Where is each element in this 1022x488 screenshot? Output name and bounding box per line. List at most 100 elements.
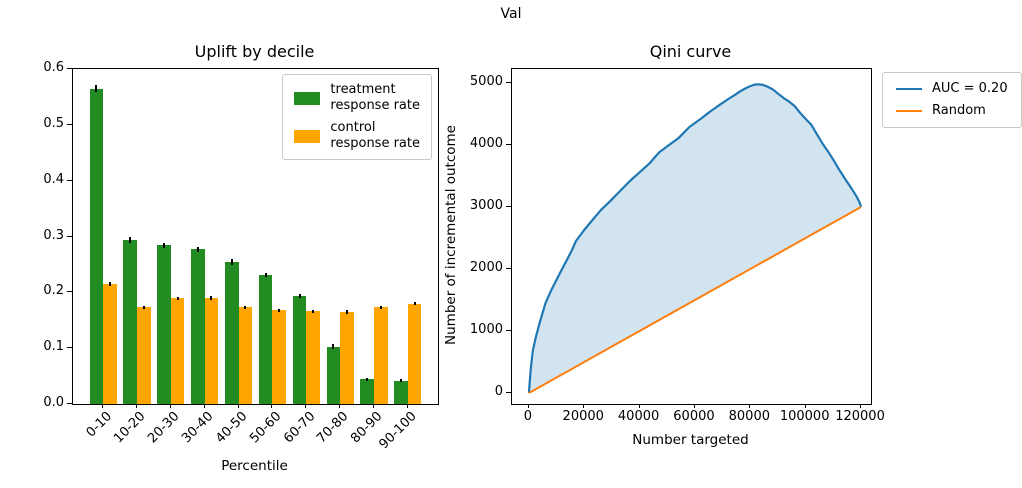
errorbar-control-50-60 [278, 308, 281, 312]
x-tick-label: 20000 [562, 409, 604, 424]
y-tick-label: 0.1 [43, 339, 64, 355]
x-tick-mark [527, 404, 529, 408]
y-tick-mark [67, 347, 72, 349]
errorbar-control-20-30 [176, 296, 179, 301]
uplift-xlabel: Percentile [221, 458, 288, 474]
y-tick-mark [506, 144, 511, 145]
errorbar-control-0-10 [108, 281, 111, 287]
bar-treatment-90-100 [394, 380, 408, 404]
x-tick-label: 120000 [835, 409, 885, 424]
uplift-legend-label-treatment: treatment response rate [330, 82, 420, 113]
qini-random-line [528, 206, 862, 394]
errorbar-treatment-50-60 [264, 272, 267, 278]
bar-control-70-80 [340, 311, 354, 404]
qini-legend-row-random: Random [887, 100, 1017, 122]
qini-xlabel: Number targeted [632, 432, 749, 448]
x-tick-label: 40000 [617, 409, 660, 424]
y-tick-label: 0.0 [43, 395, 64, 410]
bar-treatment-60-70 [292, 296, 307, 404]
x-tick-mark [203, 404, 205, 408]
y-tick-label: 0.5 [43, 115, 64, 131]
x-tick-mark [638, 404, 640, 408]
y-tick-label: 0.2 [43, 283, 64, 299]
y-tick-mark [506, 82, 511, 83]
y-tick-mark [67, 291, 72, 293]
bar-control-80-90 [374, 307, 388, 404]
errorbar-treatment-30-40 [196, 246, 199, 253]
bar-control-30-40 [204, 297, 219, 404]
errorbar-treatment-90-100 [400, 379, 403, 382]
x-tick-mark [305, 404, 307, 408]
qini-shaded-area [528, 84, 861, 394]
bar-control-90-100 [407, 303, 422, 404]
errorbar-treatment-80-90 [366, 378, 369, 381]
auc-line-swatch-icon [896, 87, 922, 91]
x-tick-label: 60-70 [280, 409, 318, 447]
y-tick-mark [506, 392, 511, 394]
bar-treatment-40-50 [225, 262, 239, 404]
qini-legend-label-auc: AUC = 0.20 [932, 81, 1008, 96]
x-tick-mark [339, 404, 341, 408]
x-tick-label: 30-40 [179, 409, 217, 447]
errorbar-treatment-20-30 [163, 242, 166, 249]
errorbar-treatment-10-20 [129, 237, 132, 243]
bar-treatment-50-60 [258, 275, 273, 404]
x-tick-mark [373, 404, 374, 408]
x-tick-label: 0-10 [83, 409, 115, 441]
errorbar-control-30-40 [210, 296, 213, 300]
bar-control-10-20 [136, 307, 151, 404]
errorbar-treatment-0-10 [95, 85, 98, 92]
errorbar-control-70-80 [345, 310, 348, 314]
y-tick-mark [67, 179, 72, 181]
y-tick-label: 0 [494, 384, 503, 400]
control-swatch-icon [294, 129, 321, 143]
y-tick-label: 1000 [469, 322, 503, 338]
uplift-legend-label-control: control response rate [330, 120, 420, 151]
uplift-legend-row-control: control response rate [285, 117, 429, 155]
y-tick-mark [67, 235, 72, 237]
x-tick-mark [237, 404, 239, 408]
random-line-swatch-icon [896, 109, 922, 113]
qini-chart-title: Qini curve [649, 42, 732, 61]
x-tick-label: 100000 [779, 409, 830, 424]
qini-model-curve [527, 83, 863, 394]
bar-control-20-30 [170, 298, 185, 404]
errorbar-control-60-70 [312, 309, 315, 313]
y-tick-label: 0.3 [43, 227, 64, 243]
x-tick-mark [271, 404, 273, 408]
y-tick-label: 4000 [469, 136, 503, 151]
qini-ylabel: Number of incremental outcome [443, 125, 459, 345]
x-tick-mark [135, 404, 137, 408]
bar-treatment-20-30 [157, 245, 171, 404]
x-tick-mark [860, 404, 862, 408]
x-tick-mark [583, 404, 585, 408]
y-tick-mark [506, 206, 511, 208]
errorbar-control-80-90 [379, 305, 382, 310]
x-tick-label: 0 [523, 409, 533, 424]
y-tick-mark [506, 268, 511, 270]
x-tick-label: 80000 [728, 409, 770, 424]
treatment-swatch-icon [294, 91, 321, 105]
x-tick-mark [693, 404, 695, 408]
errorbar-treatment-60-70 [298, 294, 301, 299]
y-tick-label: 0.4 [43, 171, 64, 187]
y-tick-label: 2000 [469, 260, 503, 276]
y-tick-mark [67, 68, 72, 69]
bar-control-0-10 [103, 283, 117, 404]
x-tick-mark [804, 404, 806, 408]
bar-treatment-30-40 [191, 249, 205, 404]
x-tick-mark [406, 404, 408, 408]
uplift-chart-title: Uplift by decile [194, 42, 315, 61]
errorbar-control-90-100 [413, 301, 416, 306]
uplift-legend: treatment response rate control response… [282, 74, 432, 160]
uplift-plot-area: treatment response rate control response… [72, 68, 439, 405]
x-tick-label: 50-60 [246, 409, 285, 447]
x-tick-label: 60000 [673, 409, 715, 424]
y-tick-mark [67, 123, 72, 125]
x-tick-mark [102, 404, 104, 408]
qini-legend-label-random: Random [932, 103, 986, 118]
y-tick-mark [506, 330, 511, 332]
x-tick-label: 90-100 [376, 409, 420, 453]
errorbar-treatment-40-50 [230, 259, 233, 265]
